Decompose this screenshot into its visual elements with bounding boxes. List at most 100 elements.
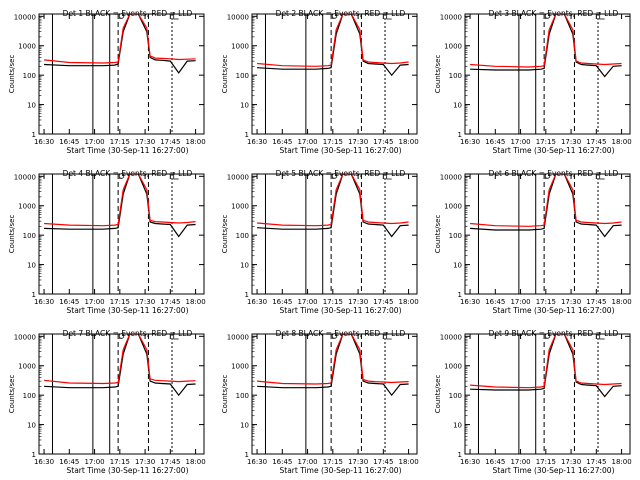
x-tick-label: 18:00 (398, 138, 418, 146)
events-series-line (44, 174, 196, 238)
x-tick-label: 16:30 (247, 298, 267, 306)
subplot-title: Det 3 BLACK = Events, RED = LLD (489, 9, 619, 18)
y-tick-label: 10000 (227, 333, 249, 341)
x-tick-label: 16:30 (34, 138, 54, 146)
y-tick-label: 100 (23, 72, 36, 80)
x-tick-label: 16:45 (59, 138, 79, 146)
x-axis-label: Start Time (30-Sep-11 16:27:00) (493, 466, 615, 475)
x-tick-label: 17:45 (160, 458, 180, 466)
events-series-line (257, 174, 409, 238)
x-axis-label: Start Time (30-Sep-11 16:27:00) (280, 146, 402, 155)
plot-frame (38, 13, 205, 135)
y-tick-label: 10000 (227, 173, 249, 181)
y-axis-label: Counts/sec (221, 55, 229, 94)
subplot-title: Det 4 BLACK = Events, RED = LLD (63, 169, 193, 178)
x-tick-label: 17:00 (297, 458, 317, 466)
event-glyph-circle (118, 333, 125, 339)
event-glyph-bracket (386, 172, 392, 180)
x-tick-label: 18:00 (185, 138, 205, 146)
y-tick-label: 1 (32, 131, 36, 139)
event-glyph-circle (118, 173, 125, 179)
plot-frame (464, 13, 631, 135)
y-tick-label: 10 (453, 262, 462, 270)
y-tick-label: 1000 (18, 203, 36, 211)
x-tick-label: 17:00 (297, 138, 317, 146)
x-tick-label: 16:45 (272, 298, 292, 306)
y-tick-label: 100 (23, 392, 36, 400)
x-tick-label: 17:15 (323, 298, 343, 306)
x-tick-label: 18:00 (611, 298, 631, 306)
x-tick-label: 18:00 (398, 458, 418, 466)
x-tick-label: 16:45 (59, 458, 79, 466)
plot-frame (464, 333, 631, 455)
x-tick-label: 17:15 (323, 138, 343, 146)
x-tick-label: 17:45 (586, 298, 606, 306)
x-tick-label: 16:45 (272, 458, 292, 466)
plot-frame (464, 173, 631, 295)
y-tick-label: 100 (449, 232, 462, 240)
y-axis-label: Counts/sec (221, 215, 229, 254)
event-glyph-bracket (599, 172, 605, 180)
x-axis-label: Start Time (30-Sep-11 16:27:00) (67, 306, 189, 315)
subplot-det-8: 1 10 100 1000 10000 16:30 16:45 17:00 17:15 17:30… (221, 329, 419, 475)
x-tick-label: 16:45 (272, 138, 292, 146)
subplot-det-1: 1 10 100 1000 10000 16:30 16:45 17:00 17:15 17:30… (8, 9, 206, 155)
y-tick-label: 10000 (440, 13, 462, 21)
x-tick-label: 17:30 (348, 458, 368, 466)
x-axis-label: Start Time (30-Sep-11 16:27:00) (280, 466, 402, 475)
x-tick-label: 17:00 (510, 298, 530, 306)
y-tick-label: 1 (458, 291, 462, 299)
x-tick-label: 18:00 (185, 458, 205, 466)
x-tick-label: 17:45 (586, 458, 606, 466)
subplot-det-7: 1 10 100 1000 10000 16:30 16:45 17:00 17:15 17:30… (8, 329, 206, 475)
x-tick-label: 17:15 (536, 138, 556, 146)
x-tick-label: 16:30 (460, 458, 480, 466)
events-series-line (257, 334, 409, 397)
subplot-det-4: 1 10 100 1000 10000 16:30 16:45 17:00 17:15 17:30… (8, 169, 206, 315)
x-tick-label: 17:30 (348, 298, 368, 306)
subplot-det-2: 1 10 100 1000 10000 16:30 16:45 17:00 17:15 17:30… (221, 9, 419, 155)
plot-frame (251, 173, 418, 295)
x-tick-label: 17:45 (373, 298, 393, 306)
event-glyph-bracket (599, 332, 605, 340)
subplot-title: Det 1 BLACK = Events, RED = LLD (63, 9, 193, 18)
events-series-line (470, 334, 622, 398)
x-tick-label: 18:00 (185, 298, 205, 306)
event-glyph-circle (118, 13, 125, 19)
y-axis-label: Counts/sec (8, 55, 16, 94)
events-series-line (44, 14, 196, 74)
lld-series-line (44, 14, 196, 64)
y-tick-label: 1 (32, 291, 36, 299)
subplot-det-9: 1 10 100 1000 10000 16:30 16:45 17:00 17:15 17:30… (434, 329, 632, 475)
lld-series-line (257, 14, 409, 67)
x-tick-label: 17:00 (84, 458, 104, 466)
x-tick-label: 18:00 (611, 138, 631, 146)
x-tick-label: 17:00 (510, 138, 530, 146)
lld-series-line (470, 174, 622, 227)
y-axis-label: Counts/sec (8, 215, 16, 254)
y-tick-label: 1 (245, 451, 249, 459)
y-tick-label: 1000 (444, 363, 462, 371)
event-glyph-bracket (386, 332, 392, 340)
y-tick-label: 100 (449, 72, 462, 80)
event-glyph-bracket (173, 332, 179, 340)
y-tick-label: 1000 (18, 363, 36, 371)
y-tick-label: 100 (23, 232, 36, 240)
y-tick-label: 100 (236, 392, 249, 400)
lld-series-line (257, 174, 409, 227)
subplot-title: Det 8 BLACK = Events, RED = LLD (276, 329, 406, 338)
x-tick-label: 17:15 (110, 458, 130, 466)
x-axis-label: Start Time (30-Sep-11 16:27:00) (493, 146, 615, 155)
x-tick-label: 17:00 (510, 458, 530, 466)
x-tick-label: 16:30 (247, 458, 267, 466)
subplot-det-3: 1 10 100 1000 10000 16:30 16:45 17:00 17:15 17:30… (434, 9, 632, 155)
x-tick-label: 16:30 (460, 298, 480, 306)
plot-frame (38, 173, 205, 295)
subplot-title: Det 2 BLACK = Events, RED = LLD (276, 9, 406, 18)
y-tick-label: 1000 (444, 203, 462, 211)
x-tick-label: 16:30 (247, 138, 267, 146)
x-tick-label: 17:00 (84, 298, 104, 306)
y-tick-label: 1000 (231, 363, 249, 371)
event-glyph-circle (331, 173, 338, 179)
